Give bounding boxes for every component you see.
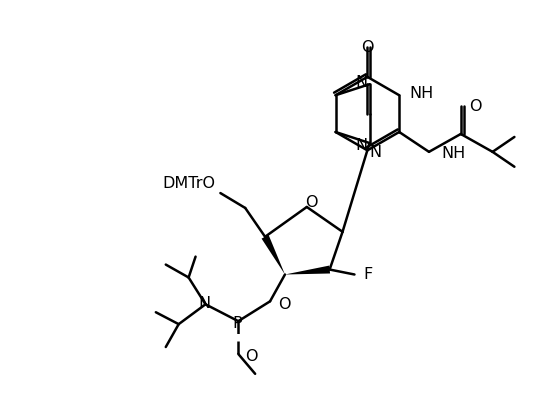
Text: O: O bbox=[278, 297, 290, 312]
Polygon shape bbox=[261, 235, 285, 275]
Text: N: N bbox=[370, 145, 381, 160]
Text: F: F bbox=[364, 267, 372, 282]
Text: O: O bbox=[361, 40, 374, 55]
Text: N: N bbox=[355, 75, 367, 90]
Text: O: O bbox=[305, 194, 318, 209]
Text: NH: NH bbox=[441, 146, 465, 161]
Text: P: P bbox=[233, 315, 242, 330]
Text: O: O bbox=[245, 350, 258, 364]
Text: N: N bbox=[355, 138, 367, 153]
Text: NH: NH bbox=[409, 86, 433, 101]
Text: N: N bbox=[199, 296, 210, 311]
Polygon shape bbox=[285, 266, 330, 275]
Text: DMTrO: DMTrO bbox=[163, 176, 215, 191]
Text: O: O bbox=[469, 99, 481, 114]
